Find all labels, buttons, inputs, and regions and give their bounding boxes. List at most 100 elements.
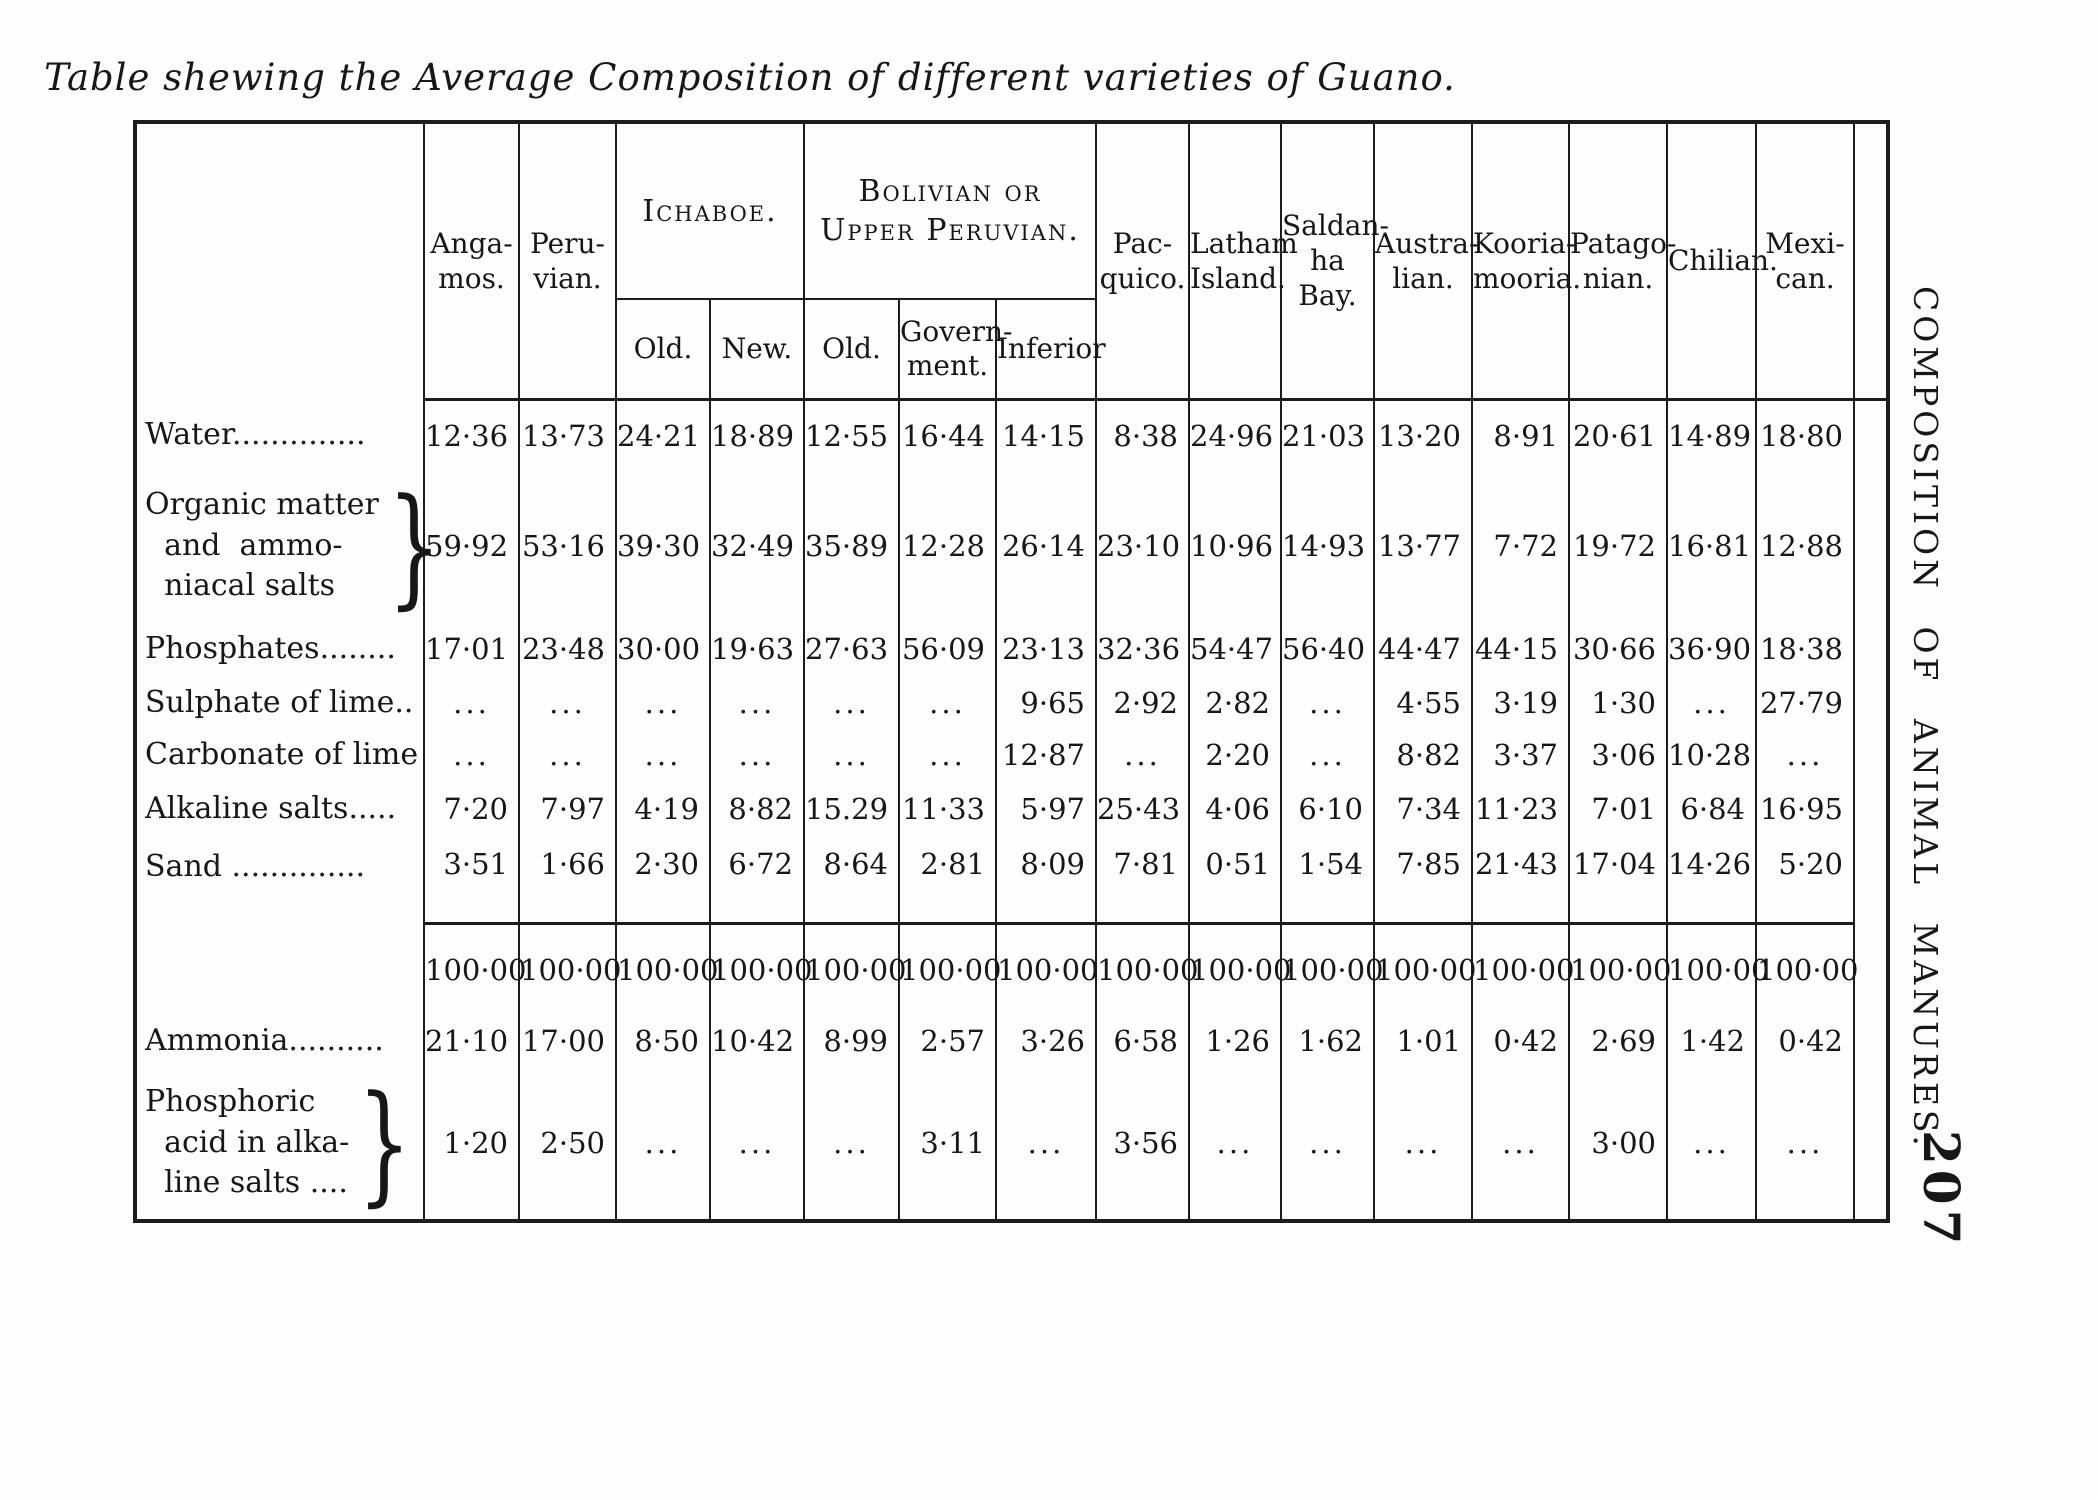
value-cell: 6·10	[1280, 781, 1374, 837]
column-group-header: Bolivian or Upper Peruvian.	[803, 124, 1096, 300]
row-label-line: Organic matter	[145, 487, 379, 523]
value-cell: ...	[803, 677, 899, 729]
value-cell: ...	[995, 1067, 1096, 1219]
value-cell: 12·28	[898, 471, 996, 621]
value-cell: ...	[1280, 677, 1374, 729]
value-cell: 12·88	[1755, 471, 1854, 621]
value-cell: 8·82	[1373, 729, 1472, 781]
value-cell: 44·15	[1471, 621, 1569, 677]
column-header: Patago-nian.	[1568, 124, 1676, 401]
row-label: Sand ..............	[145, 849, 366, 884]
row-label: Water..............	[145, 416, 366, 452]
value-cell: 12·87	[995, 729, 1096, 781]
value-cell: 21·43	[1471, 837, 1569, 923]
table-right-spacer	[1853, 923, 1886, 1015]
value-cell: 14·15	[995, 399, 1096, 471]
row-label-line: line salts ....	[145, 1165, 348, 1201]
table-right-spacer	[1853, 781, 1886, 837]
value-cell: 16·95	[1755, 781, 1854, 837]
value-cell: 100·00	[1280, 921, 1383, 1015]
row-label	[137, 923, 424, 1015]
table-corner-cell	[137, 124, 424, 399]
value-cell: 14·93	[1280, 471, 1374, 621]
value-cell: 100·00	[1471, 921, 1574, 1015]
value-cell: 2·81	[898, 837, 996, 923]
value-cell: 100·00	[1666, 921, 1769, 1015]
value-cell: ...	[518, 677, 616, 729]
column-header: Pac-quico.	[1095, 124, 1189, 401]
value-cell: 30·66	[1568, 621, 1667, 677]
value-cell: 4·19	[615, 781, 710, 837]
value-cell: ...	[1666, 1067, 1756, 1219]
table-right-spacer	[1853, 124, 1886, 401]
value-cell: ...	[1373, 1067, 1472, 1219]
value-cell: 14·89	[1666, 399, 1756, 471]
value-cell: ...	[1755, 1067, 1854, 1219]
value-cell: 100·00	[615, 921, 718, 1015]
value-cell: 16·81	[1666, 471, 1756, 621]
value-cell: ...	[1755, 729, 1854, 781]
value-cell: 19·63	[709, 621, 804, 677]
value-cell: 100·00	[709, 921, 812, 1015]
value-cell: ...	[709, 729, 804, 781]
value-cell: 3·56	[1095, 1067, 1189, 1219]
value-cell: 19·72	[1568, 471, 1667, 621]
value-cell: 7·97	[518, 781, 616, 837]
value-cell: 4·55	[1373, 677, 1472, 729]
value-cell: 12·36	[423, 399, 519, 471]
row-label-lines: Phosphoric acid in alka- line salts ....	[145, 1082, 349, 1204]
value-cell: 6·58	[1095, 1015, 1189, 1067]
value-cell: 35·89	[803, 471, 899, 621]
value-cell: 3·00	[1568, 1067, 1667, 1219]
value-cell: 11·33	[898, 781, 996, 837]
row-label: Phosphoric acid in alka- line salts ....…	[137, 1067, 424, 1219]
column-subheader: Old.	[803, 299, 899, 401]
column-header: Peru-vian.	[518, 124, 616, 401]
value-cell: 7·85	[1373, 837, 1472, 923]
value-cell: 8·91	[1471, 399, 1569, 471]
value-cell: 100·00	[1188, 921, 1291, 1015]
value-cell: 10·28	[1666, 729, 1756, 781]
row-label: Carbonate of lime	[145, 736, 419, 772]
value-cell: 1·30	[1568, 677, 1667, 729]
value-cell: ...	[898, 677, 996, 729]
running-head: COMPOSITION OF ANIMAL MANURES.	[1906, 286, 1945, 1150]
value-cell: 36·90	[1666, 621, 1756, 677]
column-header: Saldan-ha Bay.	[1280, 124, 1389, 401]
value-cell: 17·04	[1568, 837, 1667, 923]
value-cell: 6·72	[709, 837, 804, 923]
value-cell: 21·10	[423, 1015, 519, 1067]
table-title: Table shewing the Average Composition of…	[44, 56, 1456, 99]
value-cell: 2·30	[615, 837, 710, 923]
value-cell: 1·54	[1280, 837, 1374, 923]
value-cell: 100·00	[1373, 921, 1476, 1015]
row-label: Sulphate of lime..	[145, 684, 414, 720]
value-cell: 0·51	[1188, 837, 1281, 923]
row-label: Phosphates........	[145, 630, 396, 666]
value-cell: 3·19	[1471, 677, 1569, 729]
value-cell: 1·42	[1666, 1015, 1756, 1067]
value-cell: 1·01	[1373, 1015, 1472, 1067]
value-cell: 5·97	[995, 781, 1096, 837]
value-cell: ...	[615, 677, 710, 729]
value-cell: 32·49	[709, 471, 804, 621]
row-label-line: Phosphoric	[145, 1084, 316, 1120]
value-cell: ...	[709, 677, 804, 729]
column-subheader: Inferior	[995, 299, 1106, 401]
value-cell: 2·20	[1188, 729, 1281, 781]
value-cell: 100·00	[1095, 921, 1198, 1015]
value-cell: 0·42	[1471, 1015, 1569, 1067]
value-cell: 24·96	[1188, 399, 1281, 471]
table-right-spacer	[1853, 399, 1886, 471]
row-label-line: and ammo-	[145, 527, 343, 563]
value-cell: 8·50	[615, 1015, 710, 1067]
column-header: Anga-mos.	[423, 124, 519, 401]
value-cell: 13·73	[518, 399, 616, 471]
value-cell: 18·80	[1755, 399, 1854, 471]
value-cell: 3·06	[1568, 729, 1667, 781]
value-cell: ...	[423, 729, 519, 781]
value-cell: 7·81	[1095, 837, 1189, 923]
value-cell: ...	[423, 677, 519, 729]
value-cell: 100·00	[995, 921, 1098, 1015]
value-cell: 27·63	[803, 621, 899, 677]
